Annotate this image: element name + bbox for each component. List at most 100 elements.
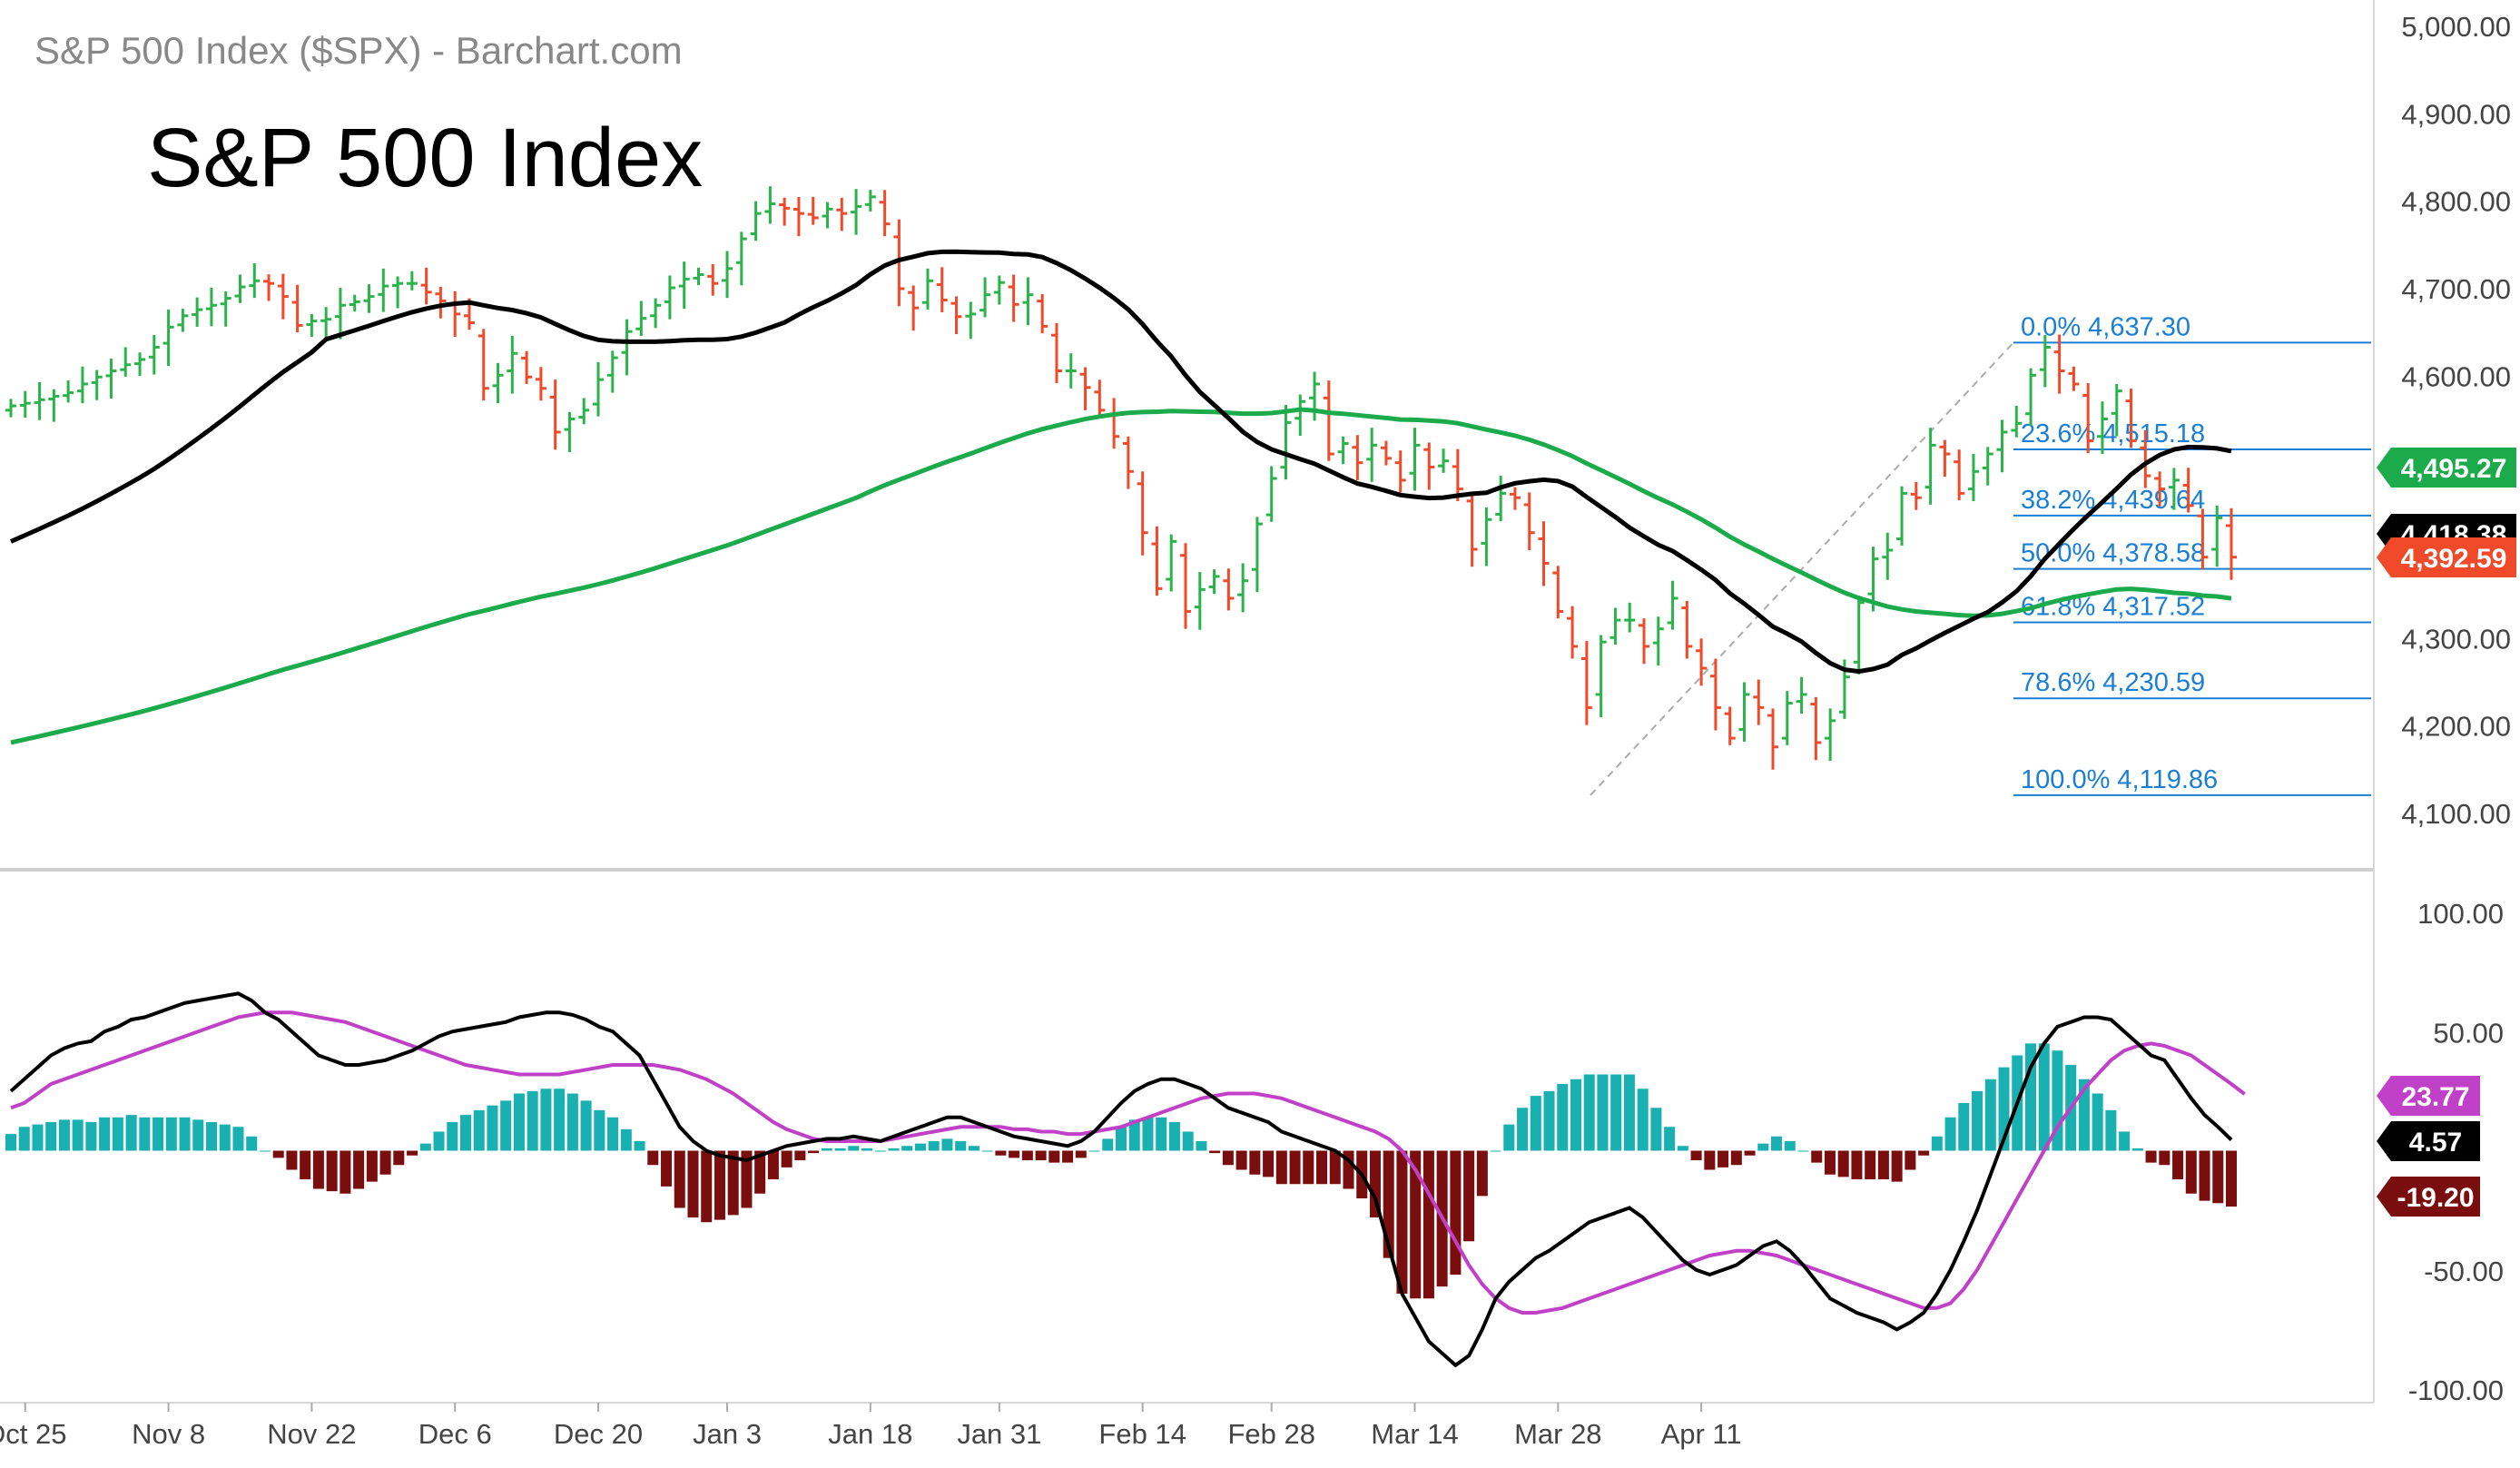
ohlc-bar (263, 274, 275, 301)
macd-histogram-bar (1316, 1150, 1328, 1185)
macd-histogram-bar (459, 1115, 471, 1151)
macd-histogram-bar (1182, 1131, 1194, 1151)
ohlc-bar (1724, 706, 1736, 745)
macd-histogram-bar (407, 1150, 418, 1156)
macd-histogram-bar (674, 1150, 685, 1208)
ohlc-bar (48, 389, 60, 422)
macd-histogram-bar (1797, 1150, 1809, 1152)
macd-histogram-bar (1263, 1150, 1275, 1177)
ohlc-bar (606, 350, 618, 393)
macd-panel (5, 991, 2246, 1368)
macd-histogram-bar (1463, 1150, 1475, 1242)
ohlc-bar (435, 287, 447, 319)
macd-histogram-bar (286, 1150, 298, 1170)
price-tick-label: 4,900.00 (2401, 98, 2511, 130)
ohlc-bar (564, 411, 576, 453)
macd-histogram-bar (85, 1122, 97, 1151)
macd-histogram-bar (99, 1117, 111, 1151)
ohlc-bar (162, 310, 174, 367)
macd-histogram-bar (1597, 1074, 1609, 1151)
macd-histogram-bar (5, 1134, 16, 1151)
macd-histogram-bar (1075, 1150, 1087, 1158)
ohlc-bar (921, 268, 933, 310)
macd-histogram-bar (340, 1150, 351, 1194)
macd-histogram-bar (1209, 1150, 1221, 1154)
ohlc-bar (1079, 367, 1091, 410)
macd-histogram-bar (1958, 1103, 1970, 1151)
ohlc-bar (2053, 334, 2065, 394)
ohlc-bar (1882, 532, 1894, 580)
fib-trend-line (1590, 341, 2014, 796)
macd-histogram-bar (326, 1150, 338, 1192)
macd-histogram-bar (312, 1150, 324, 1189)
macd-histogram-bar (995, 1150, 1007, 1156)
ohlc-bar (1753, 679, 1765, 725)
ohlc-bar (91, 369, 103, 400)
x-tick-label: Feb 14 (1098, 1418, 1186, 1450)
ohlc-bar (2068, 366, 2080, 391)
macd-histogram-bar (139, 1117, 151, 1151)
ohlc-bar (1567, 606, 1579, 659)
ohlc-bar (1681, 600, 1693, 659)
ohlc-bar (249, 263, 261, 299)
ohlc-bar (1151, 526, 1163, 596)
price-last-value-tag: 4,392.59 (2377, 537, 2516, 577)
macd-histogram-bar (2199, 1150, 2210, 1201)
ohlc-bar (1323, 380, 1334, 461)
ohlc-bar (1896, 486, 1908, 547)
ohlc-bar (1523, 492, 1535, 550)
macd-histogram-bar (179, 1117, 191, 1151)
macd-histogram-bar (1650, 1108, 1662, 1151)
ohlc-bar (521, 350, 533, 384)
source-title: S&P 500 Index ($SPX) - Barchart.com (34, 29, 683, 72)
ohlc-bar (1423, 442, 1435, 490)
macd-histogram-bar (741, 1150, 753, 1208)
macd-histogram-bar (72, 1119, 84, 1151)
macd-histogram-bar (1984, 1079, 1996, 1151)
ohlc-bar (1366, 428, 1378, 482)
ohlc-bar (291, 284, 303, 333)
macd-histogram-bar (888, 1148, 900, 1151)
ohlc-bar (549, 379, 561, 450)
macd-histogram-bar (794, 1150, 806, 1160)
macd-histogram-bar (1422, 1150, 1434, 1299)
ohlc-bar (1337, 436, 1349, 465)
x-tick-label: Nov 8 (132, 1418, 205, 1450)
macd-histogram-bar (808, 1150, 820, 1154)
ohlc-bar (1580, 641, 1592, 725)
ohlc-bar (1194, 572, 1206, 630)
macd-histogram-bar (1837, 1150, 1849, 1177)
macd-histogram-bar (1156, 1117, 1167, 1151)
x-tick-label: Mar 28 (1514, 1418, 1601, 1450)
ohlc-bar (120, 347, 132, 377)
ohlc-bar (334, 288, 346, 340)
ohlc-bar (1166, 534, 1177, 592)
macd-tick-label: 50.00 (2433, 1017, 2504, 1049)
macd-histogram-bar (1718, 1150, 1729, 1168)
macd-histogram-bar (580, 1100, 592, 1151)
macd-histogram-bar (566, 1093, 578, 1151)
macd-histogram-bar (300, 1150, 311, 1179)
macd-histogram-bar (2092, 1093, 2103, 1151)
price-last-value-text: 4,495.27 (2401, 454, 2507, 484)
ohlc-bar (34, 382, 45, 420)
ohlc-bar (2182, 468, 2194, 513)
fib-level-label: 23.6% 4,515.18 (2021, 419, 2205, 448)
ohlc-bar (406, 271, 418, 291)
ohlc-bar (1924, 428, 1936, 505)
ohlc-bar (420, 267, 432, 305)
price-tick-label: 4,300.00 (2401, 623, 2511, 655)
ohlc-bar (1538, 521, 1550, 586)
macd-histogram-bar (2119, 1131, 2131, 1151)
macd-histogram-bar (968, 1146, 979, 1151)
ohlc-bar (2096, 401, 2108, 455)
macd-histogram-bar (1369, 1150, 1381, 1217)
ohlc-bar (205, 288, 217, 327)
macd-histogram-bar (941, 1138, 953, 1151)
macd-histogram-bar (1824, 1150, 1836, 1175)
macd-histogram-bar (1490, 1150, 1501, 1152)
ohlc-bar (792, 197, 804, 237)
macd-histogram-bar (379, 1150, 391, 1175)
macd-histogram-bar (1196, 1141, 1207, 1151)
